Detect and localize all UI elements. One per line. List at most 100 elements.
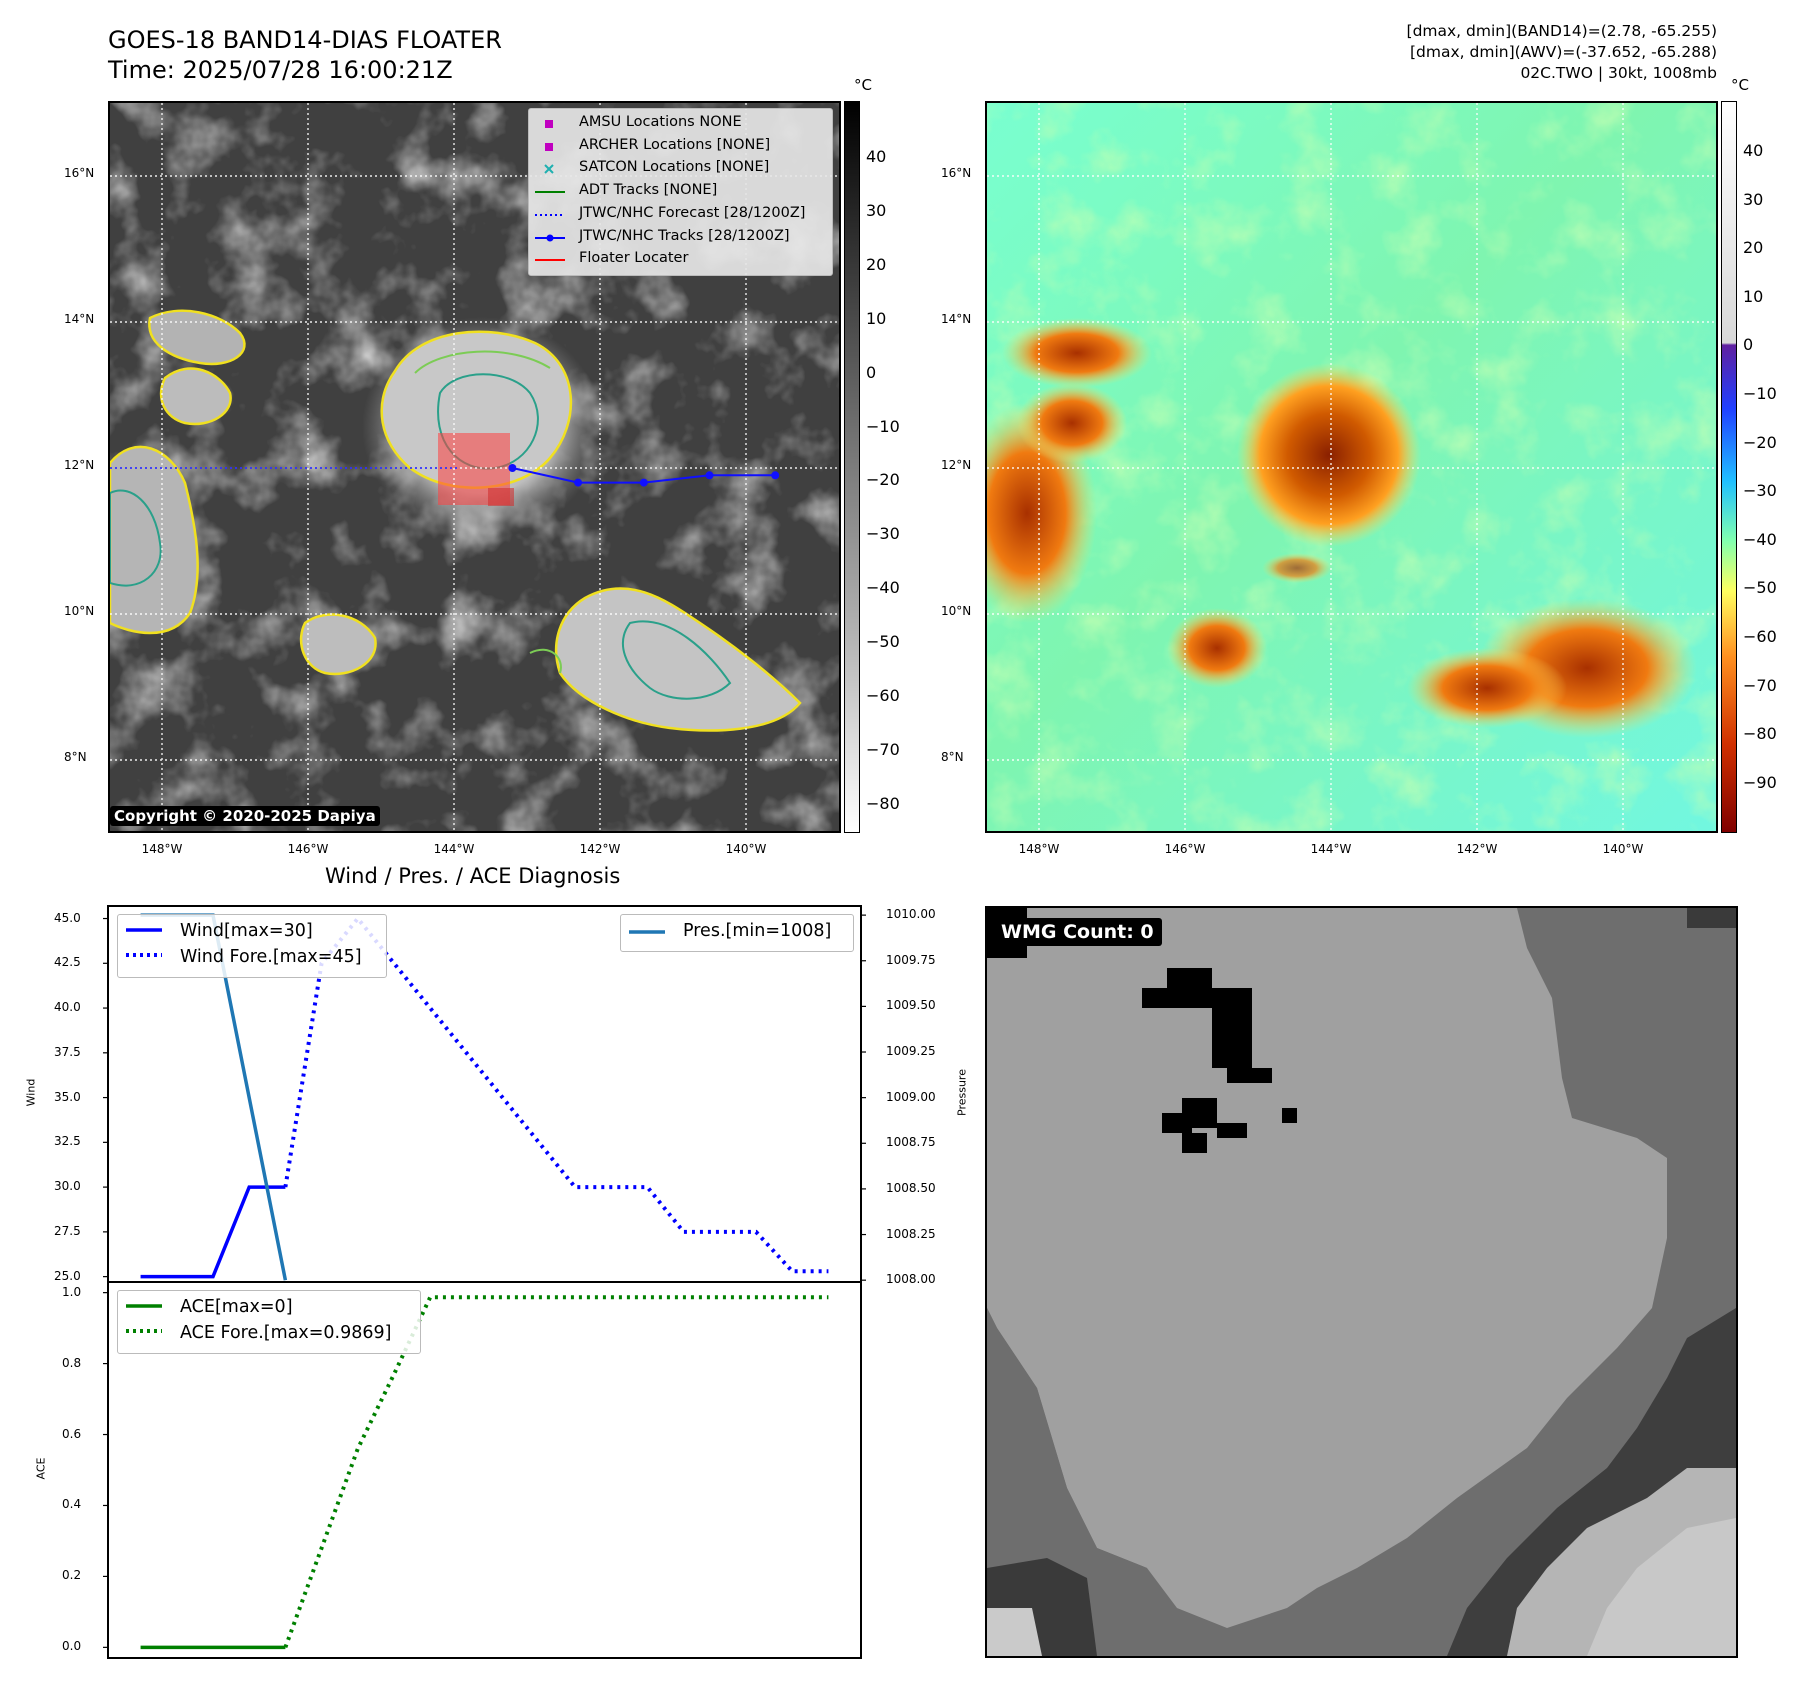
awv-colorbar-tick: −20 — [1743, 432, 1777, 452]
pressure-tick-label: 1009.50 — [886, 998, 936, 1013]
ace-tick-label: 0.0 — [62, 1639, 82, 1654]
ir-colorbar-tick: −10 — [866, 416, 900, 436]
wind-legend-swatches — [126, 928, 162, 957]
wind-legend: Wind[max=30] Wind Fore.[max=45] — [117, 914, 387, 978]
awv-colorbar-tick: 20 — [1743, 238, 1764, 258]
track-point — [639, 478, 648, 487]
ir-colorbar-tick: 20 — [866, 254, 887, 274]
lat-label: 16°N — [64, 166, 95, 180]
legend-label: AMSU Locations NONE — [579, 114, 742, 130]
pressure-tick-label: 1009.25 — [886, 1044, 936, 1059]
ir-colorbar-tick: 40 — [866, 147, 887, 166]
wind-tick-label: 40.0 — [54, 1000, 81, 1015]
wind-tick-label: 35.0 — [54, 1089, 81, 1104]
lat-label: 8°N — [941, 750, 964, 764]
ir-colorbar — [844, 101, 860, 833]
legend-ace-fore: ACE Fore.[max=0.9869] — [180, 1323, 392, 1343]
legend-label: Floater Locater — [579, 250, 689, 267]
diagnosis-title: Wind / Pres. / ACE Diagnosis — [325, 864, 621, 888]
lat-label: 16°N — [941, 166, 972, 180]
awv-colorbar-tick: −30 — [1743, 481, 1777, 501]
track-point — [574, 478, 583, 487]
ir-colorbar-tick: −40 — [866, 578, 900, 598]
awv-colorbar-unit: °C — [1731, 76, 1749, 94]
awv-map-svg — [987, 103, 1716, 831]
ace-legend-swatches — [126, 1304, 162, 1333]
lon-label: 142°W — [579, 842, 621, 856]
lon-label: 148°W — [1018, 842, 1060, 856]
observed-track — [508, 464, 780, 487]
wind-tick-label: 42.5 — [54, 955, 81, 970]
pressure-tick-label: 1009.75 — [886, 952, 936, 967]
pressure-tick-label: 1008.50 — [886, 1180, 936, 1195]
ace-ylabel: ACE — [34, 1457, 48, 1480]
awv-colorbar-tick: −10 — [1743, 384, 1777, 403]
lon-label: 146°W — [1164, 842, 1206, 856]
pressure-tick-label: 1010.00 — [886, 907, 936, 922]
pressure-tick-label: 1008.25 — [886, 1226, 936, 1241]
wind-tick-label: 32.5 — [54, 1134, 81, 1149]
legend-wind: Wind[max=30] — [180, 921, 313, 941]
awv-colorbar-tick: −90 — [1743, 772, 1777, 792]
info-band14: [dmax, dmin](BAND14)=(2.78, -65.255) — [1406, 22, 1717, 40]
legend-label: ARCHER Locations [NONE] — [579, 136, 771, 153]
ir-colorbar-tick: −30 — [866, 524, 900, 544]
awv-colorbar-tick: −40 — [1743, 529, 1777, 549]
awv-colorbar — [1721, 101, 1737, 833]
ace-tick-label: 0.4 — [62, 1497, 82, 1512]
ir-colorbar-tick: 30 — [866, 200, 887, 220]
legend-swatch — [535, 213, 565, 216]
wmg-panel — [985, 906, 1738, 1658]
legend-swatch — [535, 259, 565, 262]
figure-title-line2: Time: 2025/07/28 16:00:21Z — [108, 56, 453, 84]
track-point — [705, 471, 714, 480]
lon-label: 144°W — [1310, 842, 1352, 856]
awv-colorbar-tick: 10 — [1743, 286, 1764, 306]
info-awv: [dmax, dmin](AWV)=(-37.652, -65.288) — [1410, 43, 1717, 61]
pressure-tick-label: 1008.00 — [886, 1272, 936, 1287]
legend-swatch — [535, 234, 565, 241]
wind-line — [140, 1185, 286, 1279]
ir-colorbar-tick: −20 — [866, 470, 900, 490]
legend-label: SATCON Locations [NONE] — [579, 159, 770, 176]
awv-colorbar-tick: 0 — [1743, 335, 1754, 355]
ir-colorbar-tick: −70 — [866, 739, 900, 759]
lat-label: 10°N — [941, 604, 972, 618]
ace-tick-label: 0.6 — [62, 1426, 82, 1441]
awv-colorbar-tick: −70 — [1743, 675, 1777, 695]
ace-tick-label: 1.0 — [62, 1284, 82, 1299]
awv-colorbar-tick: 30 — [1743, 189, 1764, 209]
pressure-tick-label: 1009.00 — [886, 1089, 936, 1104]
wmg-count-badge: WMG Count: 0 — [993, 918, 1162, 946]
track-point — [508, 464, 517, 472]
pressure-tick-label: 1008.75 — [886, 1135, 936, 1150]
lat-label: 8°N — [64, 750, 87, 764]
ir-colorbar-tick: 0 — [866, 362, 877, 382]
pressure-legend-swatch — [629, 930, 665, 934]
legend-wind-fore: Wind Fore.[max=45] — [180, 947, 362, 967]
lon-label: 142°W — [1456, 842, 1498, 856]
legend-swatch — [545, 142, 553, 151]
ace-legend: ACE[max=0] ACE Fore.[max=0.9869] — [117, 1290, 421, 1354]
awv-colorbar-tick: 40 — [1743, 141, 1764, 160]
legend-label: ADT Tracks [NONE] — [579, 182, 718, 199]
ir-colorbar-unit: °C — [854, 76, 872, 94]
lat-label: 14°N — [941, 312, 972, 326]
ir-colorbar-tick: −80 — [866, 793, 900, 813]
ace-tick-label: 0.8 — [62, 1355, 82, 1370]
wind-tick-label: 25.0 — [54, 1268, 81, 1283]
lon-label: 140°W — [1602, 842, 1644, 856]
awv-colorbar-tick: −60 — [1743, 627, 1777, 646]
legend-swatch — [544, 164, 554, 175]
track-point — [771, 471, 780, 480]
awv-colorbar-tick: −50 — [1743, 578, 1777, 598]
figure-title-line1: GOES-18 BAND14-DIAS FLOATER — [108, 26, 502, 54]
legend-swatch — [535, 191, 565, 194]
lon-label: 146°W — [287, 842, 329, 856]
lon-label: 144°W — [433, 842, 475, 856]
legend-swatch — [545, 120, 553, 128]
lat-label: 12°N — [941, 458, 972, 472]
awv-gridlines — [987, 103, 1716, 831]
legend-ace: ACE[max=0] — [180, 1297, 293, 1317]
